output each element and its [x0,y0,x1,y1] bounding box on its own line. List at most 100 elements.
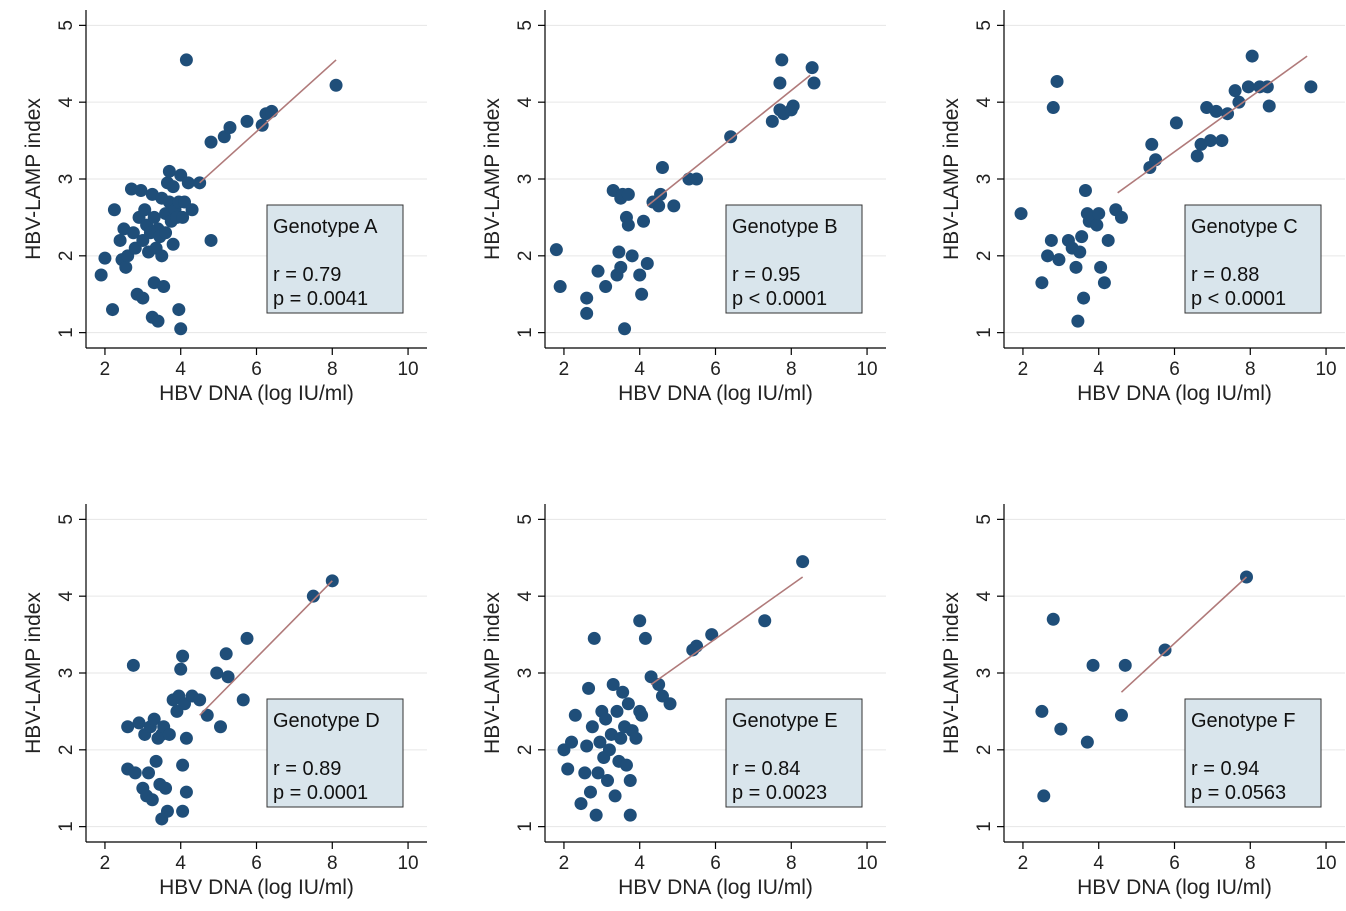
data-point [621,697,635,711]
data-point [1260,80,1274,94]
y-tick-label: 3 [56,668,77,679]
y-tick-label: 4 [974,590,995,601]
data-point [210,666,224,680]
panel-3: 1 2 3 4 5 2 4 6 8 10 HBV DNA (log IU/ml) HBV-LAMP i… [940,10,1345,405]
data-point [568,708,582,722]
data-point [565,735,579,749]
data-point [580,291,594,305]
data-point [265,104,279,118]
x-tick-label: 4 [175,853,186,874]
x-tick-label: 4 [175,359,186,380]
legend-box: Genotype F r = 0.94p = 0.0563 [1184,698,1322,808]
data-point [593,735,607,749]
data-point [94,268,108,282]
y-tick-label: 3 [974,174,995,185]
y-axis-title: HBV-LAMP index [22,592,45,754]
legend-background [266,204,404,314]
data-point [306,589,320,603]
data-point [236,693,250,707]
legend-background [1184,204,1322,314]
data-point [1215,134,1229,148]
legend-background [725,698,863,808]
data-point [807,76,821,90]
data-point [1069,260,1083,274]
y-tick-label: 5 [515,20,536,31]
data-point [580,739,594,753]
data-point [179,731,193,745]
x-tick-label: 10 [856,359,877,380]
data-point [553,280,567,294]
data-point [1086,658,1100,672]
data-point [667,199,681,213]
data-point [179,53,193,67]
data-point [174,662,188,676]
data-point [805,61,819,75]
data-point [1077,291,1091,305]
panel-6: 1 2 3 4 5 2 4 6 8 10 HBV DNA (log IU/ml) HBV-LAMP i… [940,504,1345,899]
data-point [1118,658,1132,672]
data-point [1245,49,1259,63]
data-point [1209,104,1223,118]
legend-r-value: r = 0.88 [1191,264,1259,286]
data-point [155,249,169,263]
data-point [176,804,190,818]
x-tick-label: 8 [327,853,338,874]
data-point [655,160,669,174]
legend-box: Genotype E r = 0.84p = 0.0023 [725,698,863,808]
data-point [1101,233,1115,247]
x-tick-label: 2 [1018,853,1029,874]
x-tick-label: 2 [100,359,111,380]
data-point [580,306,594,320]
data-point [1097,276,1111,290]
data-point [638,631,652,645]
data-point [1158,643,1172,657]
y-tick-label: 4 [515,590,536,601]
data-point [1149,153,1163,167]
regression-line [650,576,804,686]
data-point [1035,704,1049,718]
data-point [121,720,135,734]
data-point [591,264,605,278]
data-point [705,628,719,642]
y-axis-title: HBV-LAMP index [940,98,963,260]
data-point [635,708,649,722]
y-tick-label: 1 [974,821,995,832]
y-tick-label: 2 [515,745,536,756]
x-tick-label: 8 [327,359,338,380]
y-tick-label: 2 [56,251,77,262]
data-point [174,322,188,336]
y-tick-label: 5 [515,514,536,525]
data-point [574,797,588,811]
data-point [619,758,633,772]
data-point [147,712,161,726]
data-point [1232,95,1246,109]
x-tick-label: 6 [1169,359,1180,380]
data-point [1203,134,1217,148]
data-point [587,631,601,645]
data-point [223,121,237,135]
legend-background [725,204,863,314]
x-tick-label: 4 [634,359,645,380]
data-point [126,658,140,672]
x-tick-label: 6 [710,853,721,874]
legend-p-value: p = 0.0001 [273,782,368,804]
data-point [610,704,624,718]
data-point [147,210,161,224]
data-point [1035,276,1049,290]
data-point [690,639,704,653]
regression-line [1120,576,1248,693]
data-point [616,685,630,699]
y-tick-label: 5 [56,20,77,31]
data-point [240,631,254,645]
data-point [119,260,133,274]
data-point [138,203,152,217]
y-tick-label: 2 [974,251,995,262]
data-point [149,754,163,768]
data-point [1190,149,1204,163]
x-axis-title: HBV DNA (log IU/ml) [1077,876,1272,899]
data-point [193,693,207,707]
legend-r-value: r = 0.89 [273,758,341,780]
data-point [1044,233,1058,247]
y-tick-label: 3 [56,174,77,185]
legend-genotype: Genotype C [1191,216,1298,238]
